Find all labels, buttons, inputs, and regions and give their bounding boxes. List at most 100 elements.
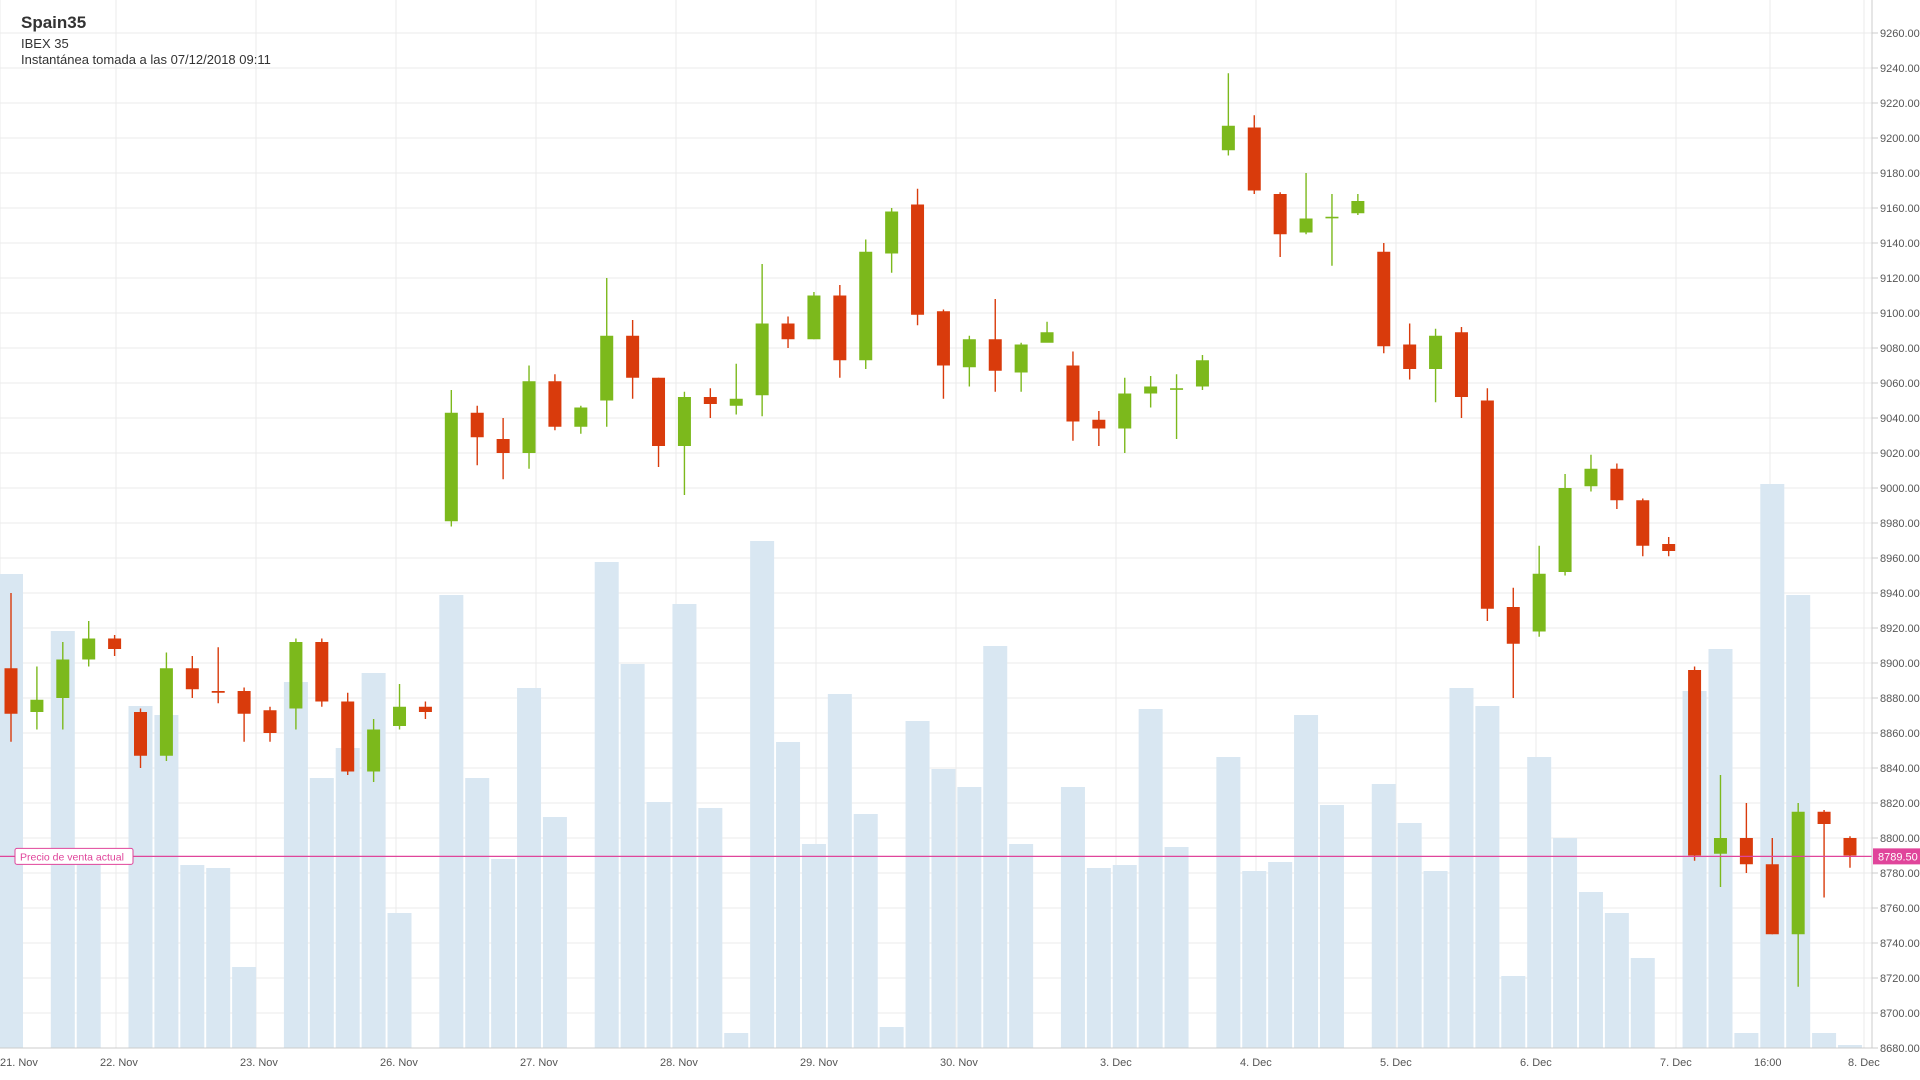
volume-bar bbox=[1009, 844, 1034, 1048]
y-tick-label: 8760.00 bbox=[1880, 903, 1920, 915]
x-tick-label: 22. Nov bbox=[100, 1057, 138, 1069]
volume-bar bbox=[387, 913, 412, 1048]
y-tick-label: 8980.00 bbox=[1880, 518, 1920, 530]
candle-body bbox=[4, 668, 18, 714]
volume-bar bbox=[594, 562, 619, 1048]
volume-bar bbox=[1475, 706, 1500, 1048]
candle-body bbox=[1351, 201, 1365, 214]
volume-bar bbox=[542, 817, 567, 1048]
volume-bar bbox=[465, 778, 490, 1048]
volume-bar bbox=[491, 859, 516, 1048]
volume-bar bbox=[1604, 913, 1629, 1048]
candle-body bbox=[134, 712, 148, 756]
x-tick-label: 23. Nov bbox=[240, 1057, 278, 1069]
candle-body bbox=[185, 668, 199, 690]
candle-body bbox=[1195, 360, 1209, 387]
y-axis: 9260.00 9240.00 9220.00 9200.00 9180.00 9160.… bbox=[1871, 0, 1920, 1055]
x-axis: 21. Nov 22. Nov 23. Nov 26. Nov 27. Nov 28. N… bbox=[0, 1047, 1880, 1069]
volume-bar bbox=[1812, 1033, 1837, 1048]
candle-body bbox=[1532, 573, 1546, 632]
volume-bars bbox=[0, 484, 1862, 1048]
volume-bar bbox=[1112, 865, 1137, 1048]
volume-bar bbox=[672, 604, 697, 1048]
candle-body bbox=[1713, 838, 1727, 854]
y-tick-label: 9000.00 bbox=[1880, 483, 1920, 495]
volume-bar bbox=[1242, 871, 1267, 1048]
volume-bar bbox=[827, 694, 852, 1048]
candle-body bbox=[341, 701, 355, 772]
candle-body bbox=[367, 729, 381, 772]
volume-bar bbox=[724, 1033, 749, 1048]
volume-bar bbox=[879, 1027, 904, 1048]
volume-bar bbox=[698, 808, 723, 1048]
volume-bar bbox=[957, 787, 982, 1048]
y-tick-label: 8680.00 bbox=[1880, 1043, 1920, 1055]
volume-bar bbox=[335, 748, 360, 1048]
candles bbox=[4, 73, 1857, 987]
candle-body bbox=[1791, 811, 1805, 935]
chart-subtitle: IBEX 35 bbox=[21, 36, 69, 51]
candle-body bbox=[936, 311, 950, 366]
volume-bar bbox=[1734, 1033, 1759, 1048]
candle-body bbox=[1299, 218, 1313, 233]
candle-body bbox=[729, 398, 743, 406]
candle-body bbox=[1688, 670, 1702, 856]
candle-body bbox=[885, 211, 899, 254]
candle-body bbox=[1843, 838, 1857, 856]
volume-bar bbox=[1164, 847, 1189, 1048]
volume-bar bbox=[1268, 862, 1293, 1048]
volume-bar bbox=[1138, 709, 1163, 1048]
candle-body bbox=[470, 412, 484, 438]
x-tick-label: 8. Dec bbox=[1848, 1057, 1880, 1069]
y-tick-label: 8880.00 bbox=[1880, 693, 1920, 705]
volume-bar bbox=[206, 868, 231, 1048]
y-tick-label: 9020.00 bbox=[1880, 448, 1920, 460]
volume-bar bbox=[1837, 1045, 1862, 1048]
candle-body bbox=[1584, 468, 1598, 487]
x-tick-label: 27. Nov bbox=[520, 1057, 558, 1069]
volume-bar bbox=[750, 541, 775, 1048]
volume-bar bbox=[1553, 838, 1578, 1048]
volume-bar bbox=[1578, 892, 1603, 1048]
candle-body bbox=[988, 339, 1002, 371]
volume-bar bbox=[853, 814, 878, 1048]
y-tick-label: 8920.00 bbox=[1880, 623, 1920, 635]
current-price-value: 8789.50 bbox=[1878, 851, 1918, 863]
y-tick-label: 9240.00 bbox=[1880, 63, 1920, 75]
candle-body bbox=[1092, 419, 1106, 429]
y-tick-label: 9100.00 bbox=[1880, 308, 1920, 320]
candle-body bbox=[703, 397, 717, 404]
volume-bar bbox=[801, 844, 826, 1048]
candle-body bbox=[315, 642, 329, 702]
y-tick-label: 9260.00 bbox=[1880, 28, 1920, 40]
candle-body bbox=[781, 323, 795, 340]
y-tick-label: 9040.00 bbox=[1880, 413, 1920, 425]
y-tick-label: 9220.00 bbox=[1880, 98, 1920, 110]
candle-body bbox=[522, 381, 536, 453]
candle-body bbox=[393, 706, 407, 726]
candle-body bbox=[859, 251, 873, 361]
y-tick-label: 8940.00 bbox=[1880, 588, 1920, 600]
volume-bar bbox=[76, 853, 101, 1048]
candle-body bbox=[211, 691, 225, 693]
y-tick-label: 8900.00 bbox=[1880, 658, 1920, 670]
volume-bar bbox=[1060, 787, 1085, 1048]
volume-bar bbox=[1397, 823, 1422, 1048]
x-tick-label: 5. Dec bbox=[1380, 1057, 1412, 1069]
candle-body bbox=[444, 412, 458, 522]
candle-body bbox=[1118, 393, 1132, 429]
candle-body bbox=[911, 204, 925, 315]
y-tick-label: 8780.00 bbox=[1880, 868, 1920, 880]
snapshot-timestamp: Instantánea tomada a las 07/12/2018 09:1… bbox=[21, 52, 271, 67]
volume-bar bbox=[154, 715, 179, 1048]
volume-bar bbox=[931, 769, 956, 1048]
volume-bar bbox=[309, 778, 334, 1048]
x-tick-label: 7. Dec bbox=[1660, 1057, 1692, 1069]
current-price-label-box bbox=[14, 847, 134, 865]
candle-body bbox=[677, 397, 691, 446]
candle-body bbox=[1066, 365, 1080, 422]
candle-body bbox=[496, 439, 510, 453]
candle-body bbox=[1817, 811, 1831, 824]
y-tick-label: 8800.00 bbox=[1880, 833, 1920, 845]
